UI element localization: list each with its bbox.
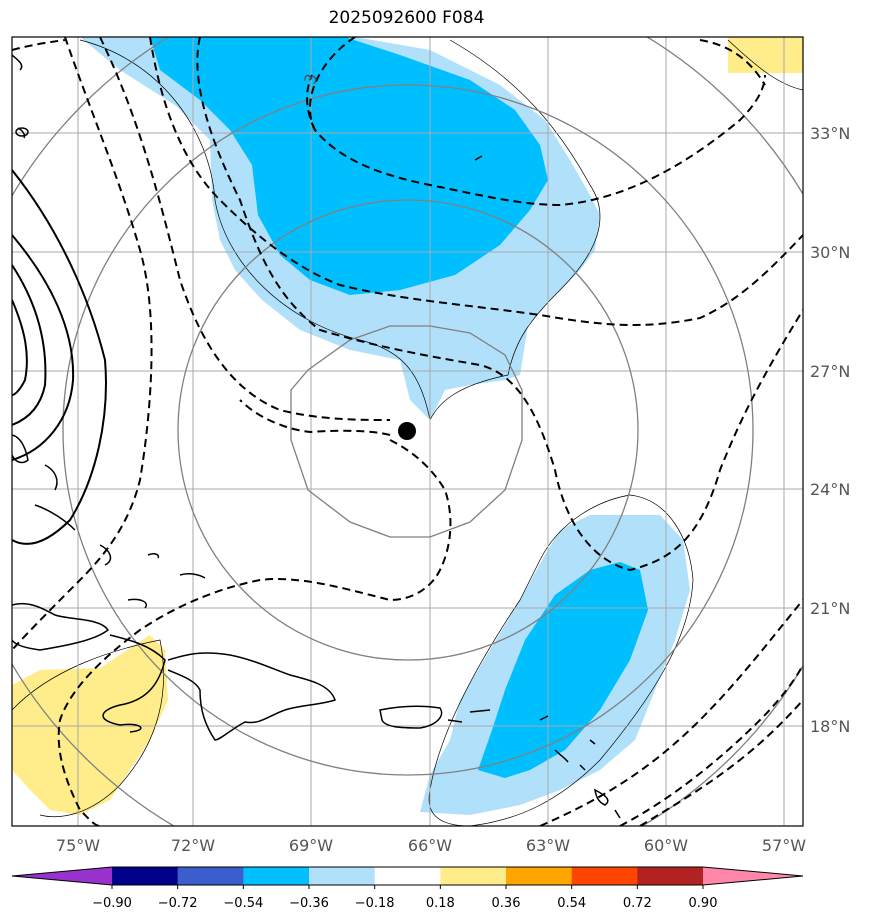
lon-label: 69°W xyxy=(289,836,333,855)
colorbar-extend-low xyxy=(12,867,112,885)
colorbar-tick-label: −0.90 xyxy=(92,896,132,911)
lon-label: 66°W xyxy=(408,836,452,855)
latitude-labels: 33°N 30°N 27°N 24°N 21°N 18°N xyxy=(810,124,850,736)
colorbar-segment xyxy=(112,867,179,885)
colorbar-tick-label: 0.36 xyxy=(492,896,521,911)
map-title: 2025092600 F084 xyxy=(328,8,485,28)
contour-label: 3 xyxy=(300,72,321,87)
colorbar-tick-label: 0.54 xyxy=(557,896,586,911)
colorbar: −0.90 −0.72 −0.54 −0.36 −0.18 0.18 0.36 0.54 0.7… xyxy=(11,866,804,911)
blue-region-north xyxy=(150,37,548,295)
colorbar-tick-label: −0.18 xyxy=(355,896,395,911)
lat-label: 18°N xyxy=(810,717,850,736)
lat-label: 21°N xyxy=(810,599,850,618)
lat-label: 30°N xyxy=(810,243,850,262)
colorbar-tick-label: −0.36 xyxy=(289,896,329,911)
blue-region-south xyxy=(478,562,648,778)
colorbar-segment xyxy=(440,867,507,885)
lon-label: 60°W xyxy=(644,836,688,855)
lon-label: 57°W xyxy=(762,836,806,855)
yellow-region-southwest xyxy=(12,635,168,815)
colorbar-extend-high xyxy=(703,867,803,885)
storm-center-marker xyxy=(398,422,416,440)
solid-contours xyxy=(12,169,107,545)
lon-label: 63°W xyxy=(526,836,570,855)
coastlines xyxy=(12,54,621,819)
longitude-labels: 75°W 72°W 69°W 66°W 63°W 60°W 57°W xyxy=(56,836,806,855)
lon-label: 75°W xyxy=(56,836,100,855)
colorbar-segment xyxy=(571,867,638,885)
yellow-region-northeast xyxy=(728,37,803,73)
colorbar-segment xyxy=(309,867,376,885)
colorbar-tick-label: 0.90 xyxy=(689,896,718,911)
lat-label: 24°N xyxy=(810,480,850,499)
colorbar-tick-label: 0.72 xyxy=(623,896,652,911)
colorbar-tick-label: −0.54 xyxy=(223,896,263,911)
colorbar-segment xyxy=(637,867,704,885)
lon-label: 72°W xyxy=(171,836,215,855)
colorbar-tick-label: −0.72 xyxy=(158,896,198,911)
colorbar-segment xyxy=(243,867,310,885)
range-rings xyxy=(12,37,803,826)
colorbar-segment xyxy=(177,867,244,885)
colorbar-tick-label: 0.18 xyxy=(426,896,455,911)
map-frame xyxy=(11,36,804,827)
lat-label: 33°N xyxy=(810,124,850,143)
dashed-contours xyxy=(12,37,803,826)
colorbar-segment xyxy=(374,867,441,885)
lat-label: 27°N xyxy=(810,362,850,381)
colorbar-segment xyxy=(506,867,573,885)
